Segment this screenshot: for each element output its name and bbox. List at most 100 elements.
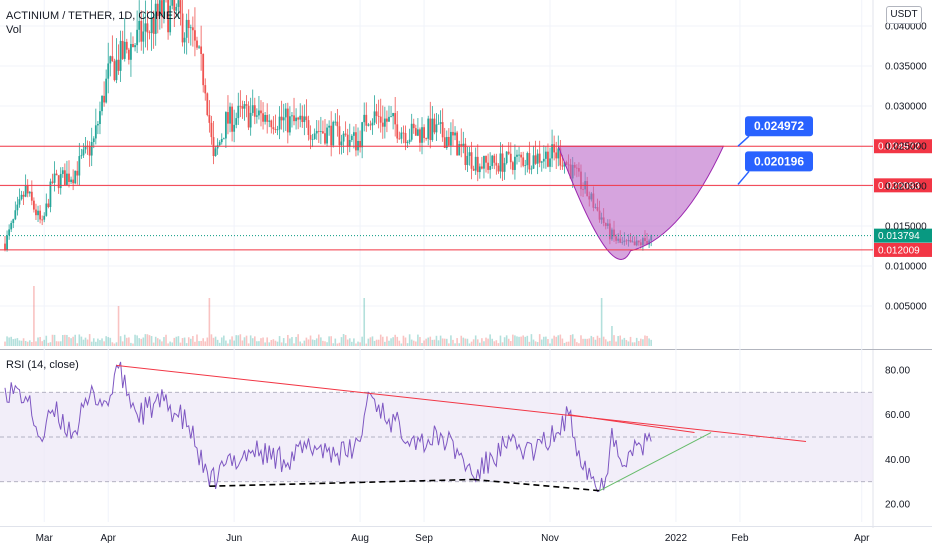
candle-body [342, 133, 345, 142]
volume-bar [103, 341, 105, 346]
candle-body [270, 120, 273, 128]
candle-body [297, 117, 300, 120]
volume-bar [51, 334, 54, 346]
volume-bar [305, 337, 308, 346]
currency-badge[interactable]: USDT [886, 6, 922, 24]
candle-body [561, 165, 564, 167]
candle-body [379, 116, 382, 123]
symbol-title: ACTINIUM / TETHER, 1D, COINEX [6, 10, 181, 22]
volume-bar [76, 343, 79, 346]
candle-body [303, 116, 306, 123]
candle-body [414, 128, 417, 136]
volume-bar [167, 343, 169, 346]
volume-bar [68, 337, 70, 346]
rsi-trendline [599, 432, 712, 492]
volume-bar [625, 339, 628, 346]
cup-shape [557, 145, 725, 260]
candle-body [179, 0, 182, 14]
candle-body [51, 181, 54, 183]
volume-bar [538, 334, 541, 346]
candle-body [49, 181, 52, 208]
candle-body [315, 130, 318, 134]
volume-bar [293, 343, 295, 346]
candle-body [346, 134, 349, 147]
candle-body [398, 138, 401, 140]
volume-bar [590, 335, 593, 346]
volume-bar [534, 341, 537, 346]
price-tag-bg [874, 139, 932, 154]
candle-body [200, 46, 203, 54]
candle-body [450, 131, 452, 146]
volume-bar [260, 338, 262, 346]
volume-bar [454, 343, 456, 346]
volume-bar [505, 335, 508, 346]
volume-bar [268, 342, 271, 346]
volume-bar [233, 340, 235, 346]
candle-body [10, 223, 13, 230]
candle-body [423, 127, 425, 139]
candle-body [462, 143, 465, 147]
candle-body [352, 132, 355, 136]
volume-bar [598, 337, 601, 346]
candle-body [381, 122, 384, 127]
cup-pattern [557, 145, 725, 260]
volume-bar [216, 339, 219, 346]
candle-body [78, 156, 81, 176]
volume-bar [235, 335, 238, 346]
volume-bar [41, 341, 43, 346]
rsi-pane: 80.00 60.00 40.00 20.00 [0, 361, 910, 511]
candle-body [355, 132, 357, 151]
candle-body [229, 106, 231, 124]
volume-bar [70, 338, 72, 346]
volume-bar [495, 340, 498, 346]
volume-bar [101, 338, 103, 346]
candle-body [59, 173, 62, 189]
candle-body [96, 124, 99, 126]
candle-body [334, 121, 337, 123]
volume-bar [468, 343, 471, 346]
candle-body [258, 110, 260, 116]
candle-body [553, 144, 556, 153]
candle-body [503, 163, 506, 172]
candle-body [299, 115, 302, 120]
candle-body [12, 219, 15, 224]
volume-bar [433, 339, 436, 346]
volume-bar [278, 336, 281, 346]
price-tick-label: 0.005000 [885, 302, 927, 313]
candle-body [243, 104, 246, 109]
candle-body [150, 16, 153, 33]
volume-bar [342, 334, 345, 346]
volume-bar [637, 341, 640, 346]
volume-bar [253, 336, 256, 346]
volume-bar [487, 338, 489, 346]
candle-body [55, 173, 58, 176]
volume-bar [64, 334, 66, 346]
volume-bar [53, 334, 56, 346]
volume-bar [512, 334, 514, 346]
price-candles [4, 0, 653, 252]
candle-body [507, 151, 510, 154]
candle-body [282, 117, 285, 121]
volume-bar [198, 341, 200, 346]
candle-body [113, 61, 116, 81]
candle-body [115, 59, 118, 81]
volume-bar [119, 336, 122, 346]
volume-bar [559, 334, 562, 346]
candle-body [509, 153, 512, 163]
volume-bar [607, 341, 609, 346]
volume-bar [140, 338, 143, 346]
candle-body [239, 105, 242, 107]
rsi-trendline [473, 478, 600, 492]
candle-body [301, 115, 304, 123]
rsi-trendline [116, 364, 807, 442]
candle-body [514, 156, 516, 170]
candle-body [82, 149, 85, 156]
candle-body [383, 118, 386, 127]
candle-body [464, 143, 467, 166]
candle-body [88, 146, 91, 156]
volume-bar [427, 337, 430, 346]
volume-bar [357, 341, 359, 346]
volume-bar [526, 335, 529, 346]
volume-bar [602, 336, 605, 346]
candle-body [466, 155, 469, 166]
